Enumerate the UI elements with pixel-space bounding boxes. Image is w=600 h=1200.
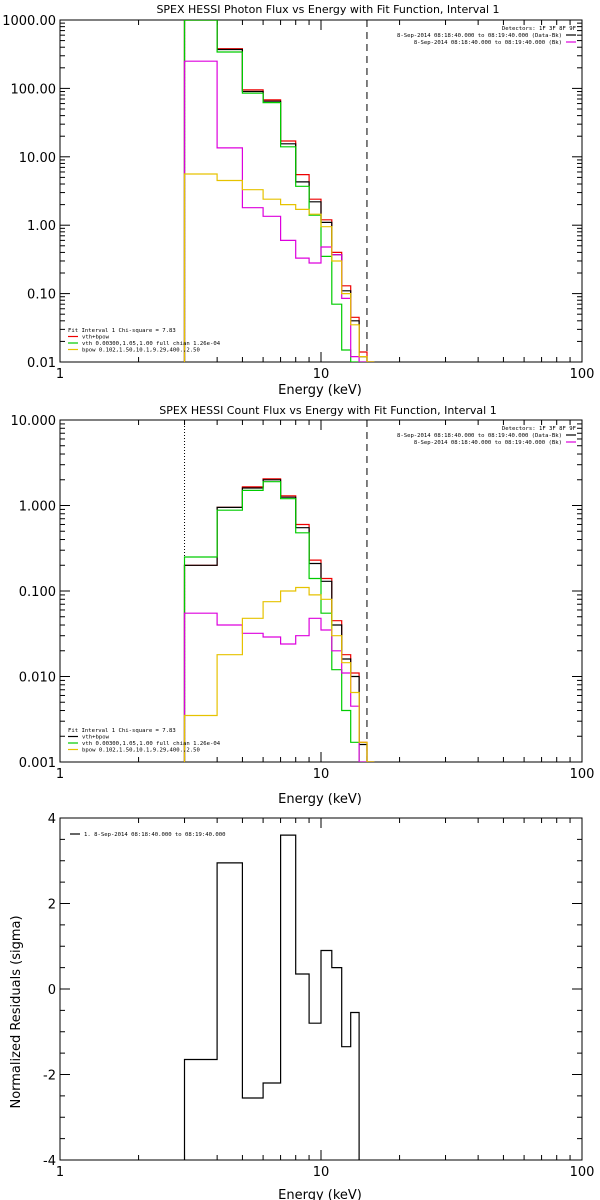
y-tick-label: 0.010 [19, 671, 56, 686]
y-tick-label: 1.000 [19, 500, 56, 515]
legend-label: bpow 0.102,1.50,10.1,9.29,400.,2.50 [82, 348, 200, 354]
y-tick-label: 0.10 [27, 288, 56, 303]
photon-panel-xlabel: Energy (keV) [278, 383, 362, 398]
legend-header: Fit Interval 1 Chi-square = 7.83 [68, 728, 176, 734]
count-flux-panel: SPEX HESSI Count Flux vs Energy with Fit… [11, 404, 595, 807]
photon-flux-panel: SPEX HESSI Photon Flux vs Energy with Fi… [2, 3, 594, 398]
legend-label: 8-Sep-2014 08:18:40.000 to 08:19:40.000 … [397, 33, 562, 39]
legend-header: Detectors: 1F 3F 8F 9F [502, 426, 577, 432]
y-tick-label: 100.00 [11, 82, 57, 97]
series-line-2 [183, 20, 375, 362]
residuals-panel: Energy (keV) Normalized Residuals (sigma… [9, 812, 594, 1200]
series-line-4 [183, 586, 375, 762]
legend-label: 8-Sep-2014 08:18:40.000 to 08:19:40.000 … [414, 40, 562, 46]
legend-label: vth+bpow [82, 735, 110, 741]
series-line-1 [183, 479, 375, 762]
y-tick-label: 10.000 [11, 414, 57, 429]
y-tick-label: 1000.00 [2, 14, 56, 29]
x-tick-label: 1 [56, 1165, 64, 1180]
series-line-0 [183, 20, 375, 362]
residuals-panel-ylabel: Normalized Residuals (sigma) [9, 915, 24, 1108]
series-line-3 [183, 60, 375, 362]
series-line-1 [183, 20, 375, 362]
residuals-panel-xlabel: Energy (keV) [278, 1188, 362, 1200]
x-tick-label: 100 [570, 767, 595, 782]
series-line-0 [183, 478, 375, 762]
series-line-4 [183, 173, 375, 362]
legend-label: vth 0.00300,1.05,1.00 full chian 1.26e-0… [82, 741, 221, 747]
legend-header: Detectors: 1F 3F 8F 9F [502, 26, 577, 32]
x-tick-label: 10 [313, 367, 330, 382]
x-tick-label: 10 [313, 767, 330, 782]
count-panel-title: SPEX HESSI Count Flux vs Energy with Fit… [159, 404, 496, 417]
plot-frame [59, 19, 583, 363]
series-line-0 [183, 834, 360, 1160]
legend-label: 8-Sep-2014 08:18:40.000 to 08:19:40.000 … [397, 433, 562, 439]
x-tick-label: 1 [56, 767, 64, 782]
legend-label: bpow 0.102,1.50,10.1,9.29,400.,2.50 [82, 748, 200, 754]
y-tick-label: 1.00 [27, 219, 56, 234]
y-tick-label: 0.100 [19, 585, 56, 600]
y-tick-label: 0 [48, 983, 56, 998]
y-tick-label: -4 [43, 1154, 56, 1169]
photon-panel-title: SPEX HESSI Photon Flux vs Energy with Fi… [156, 3, 499, 16]
y-tick-label: 4 [48, 812, 56, 827]
y-tick-label: 0.001 [19, 756, 56, 771]
x-tick-label: 100 [570, 367, 595, 382]
series-line-2 [183, 481, 375, 762]
legend-header: Fit Interval 1 Chi-square = 7.83 [68, 328, 176, 334]
y-tick-label: 2 [48, 898, 56, 913]
legend-label: 8-Sep-2014 08:18:40.000 to 08:19:40.000 … [414, 440, 562, 446]
x-tick-label: 1 [56, 367, 64, 382]
legend-label: vth+bpow [82, 335, 110, 341]
legend-label: 1. 8-Sep-2014 08:18:40.000 to 08:19:40.0… [84, 832, 225, 838]
count-panel-xlabel: Energy (keV) [278, 792, 362, 807]
legend-label: vth 0.00300,1.05,1.00 full chian 1.26e-0… [82, 341, 221, 347]
series-line-3 [183, 612, 375, 762]
y-tick-label: 0.01 [27, 356, 56, 371]
x-tick-label: 10 [313, 1165, 330, 1180]
y-tick-label: 10.00 [19, 151, 56, 166]
y-tick-label: -2 [43, 1069, 56, 1084]
x-tick-label: 100 [570, 1165, 595, 1180]
